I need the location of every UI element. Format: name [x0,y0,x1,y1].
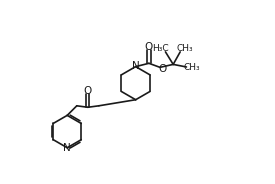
Text: O: O [145,42,153,52]
Text: CH₃: CH₃ [176,44,193,53]
Text: N: N [132,61,139,71]
Text: O: O [84,86,92,96]
Text: CH₃: CH₃ [183,63,200,72]
Text: H₃C: H₃C [153,44,169,53]
Text: N: N [63,143,71,153]
Text: O: O [158,64,166,74]
